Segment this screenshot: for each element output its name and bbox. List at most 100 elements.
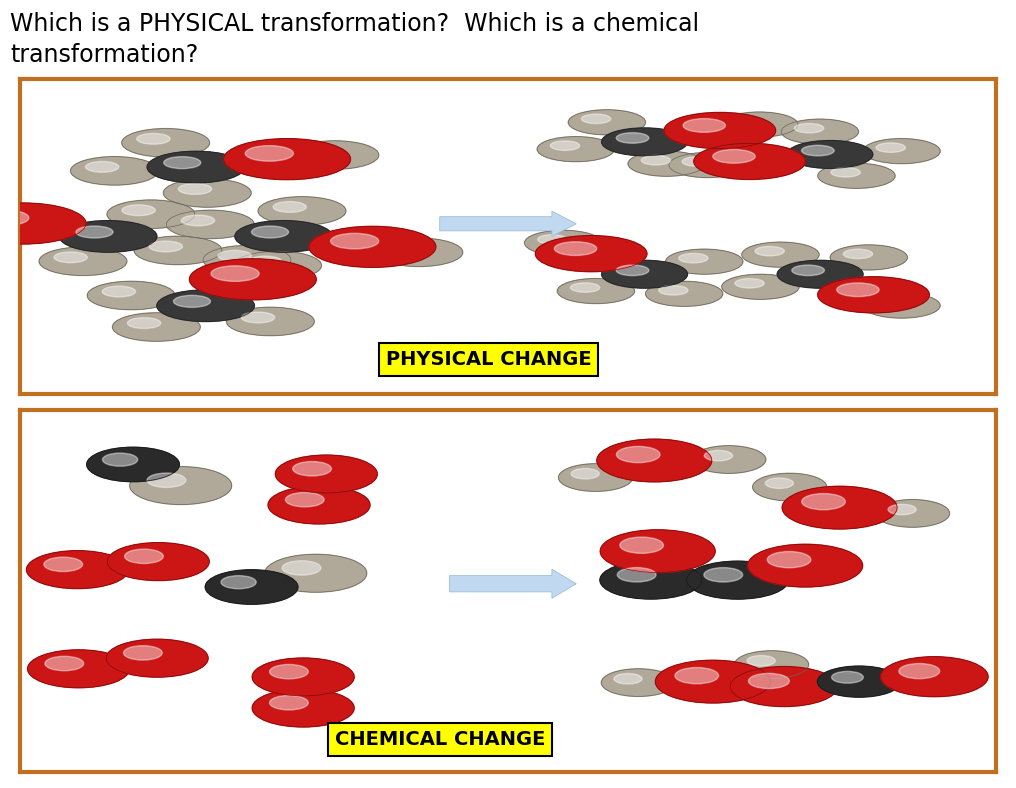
Circle shape bbox=[285, 492, 324, 507]
Circle shape bbox=[755, 247, 784, 256]
Circle shape bbox=[44, 557, 82, 571]
Circle shape bbox=[596, 439, 712, 481]
Text: PHYSICAL CHANGE: PHYSICAL CHANGE bbox=[386, 350, 591, 369]
Circle shape bbox=[537, 235, 567, 244]
Circle shape bbox=[628, 151, 705, 177]
Circle shape bbox=[103, 286, 135, 297]
Circle shape bbox=[831, 168, 861, 177]
Circle shape bbox=[273, 202, 307, 212]
Circle shape bbox=[818, 666, 901, 697]
Circle shape bbox=[876, 143, 905, 152]
Circle shape bbox=[252, 658, 355, 696]
Circle shape bbox=[557, 279, 635, 303]
Circle shape bbox=[843, 249, 873, 258]
Circle shape bbox=[205, 570, 298, 604]
Circle shape bbox=[682, 157, 711, 166]
Circle shape bbox=[524, 230, 601, 255]
Circle shape bbox=[252, 689, 355, 727]
Circle shape bbox=[54, 252, 87, 262]
Circle shape bbox=[617, 447, 660, 463]
Circle shape bbox=[537, 136, 615, 162]
Circle shape bbox=[664, 113, 775, 148]
Circle shape bbox=[837, 283, 879, 296]
Circle shape bbox=[581, 114, 611, 124]
Circle shape bbox=[242, 312, 274, 323]
Circle shape bbox=[749, 674, 789, 689]
Circle shape bbox=[655, 660, 770, 703]
Circle shape bbox=[108, 543, 209, 581]
Circle shape bbox=[535, 236, 647, 272]
Circle shape bbox=[665, 249, 743, 274]
Circle shape bbox=[134, 236, 221, 265]
Circle shape bbox=[149, 241, 183, 252]
Circle shape bbox=[777, 260, 863, 288]
Circle shape bbox=[747, 656, 775, 666]
Circle shape bbox=[802, 493, 845, 510]
Circle shape bbox=[390, 243, 424, 254]
Circle shape bbox=[876, 297, 905, 307]
Circle shape bbox=[174, 296, 210, 307]
Circle shape bbox=[249, 256, 282, 267]
Circle shape bbox=[234, 251, 321, 280]
Circle shape bbox=[704, 451, 733, 461]
Circle shape bbox=[181, 215, 214, 226]
Circle shape bbox=[245, 146, 294, 162]
Circle shape bbox=[293, 462, 331, 476]
Circle shape bbox=[863, 139, 940, 164]
Circle shape bbox=[107, 200, 195, 229]
Circle shape bbox=[735, 278, 764, 288]
Circle shape bbox=[275, 455, 377, 493]
Circle shape bbox=[265, 554, 367, 592]
Circle shape bbox=[818, 163, 895, 188]
Circle shape bbox=[164, 179, 251, 207]
Circle shape bbox=[156, 290, 254, 322]
Circle shape bbox=[888, 504, 916, 515]
Circle shape bbox=[0, 210, 28, 225]
Circle shape bbox=[76, 226, 113, 238]
Circle shape bbox=[645, 281, 722, 307]
Circle shape bbox=[555, 242, 596, 255]
Circle shape bbox=[614, 674, 642, 684]
Circle shape bbox=[601, 128, 688, 156]
Circle shape bbox=[0, 203, 86, 244]
Circle shape bbox=[679, 254, 708, 263]
Circle shape bbox=[753, 474, 827, 501]
Circle shape bbox=[330, 233, 379, 249]
Circle shape bbox=[713, 150, 755, 163]
Circle shape bbox=[830, 245, 907, 269]
Circle shape bbox=[765, 478, 793, 489]
Circle shape bbox=[122, 205, 155, 216]
Circle shape bbox=[0, 203, 21, 231]
Circle shape bbox=[721, 274, 799, 299]
Circle shape bbox=[568, 110, 645, 135]
Circle shape bbox=[863, 293, 940, 318]
Circle shape bbox=[601, 669, 676, 697]
Circle shape bbox=[86, 448, 180, 481]
Circle shape bbox=[147, 151, 245, 183]
Circle shape bbox=[268, 486, 370, 524]
Circle shape bbox=[167, 210, 254, 239]
Circle shape bbox=[306, 146, 339, 157]
Circle shape bbox=[130, 466, 232, 504]
Circle shape bbox=[309, 226, 436, 267]
Circle shape bbox=[59, 221, 156, 252]
Circle shape bbox=[124, 645, 163, 660]
Circle shape bbox=[551, 141, 580, 151]
Circle shape bbox=[26, 551, 128, 589]
Circle shape bbox=[617, 265, 649, 276]
Circle shape bbox=[375, 238, 462, 266]
Circle shape bbox=[599, 561, 702, 599]
Circle shape bbox=[734, 117, 763, 126]
Circle shape bbox=[70, 157, 158, 185]
Circle shape bbox=[675, 667, 718, 684]
FancyArrow shape bbox=[440, 211, 576, 236]
Circle shape bbox=[45, 656, 83, 671]
Circle shape bbox=[782, 486, 897, 529]
Circle shape bbox=[683, 118, 725, 132]
Text: CHEMICAL CHANGE: CHEMICAL CHANGE bbox=[334, 730, 545, 749]
FancyArrow shape bbox=[449, 569, 576, 598]
Text: Which is a PHYSICAL transformation?  Which is a chemical: Which is a PHYSICAL transformation? Whic… bbox=[10, 12, 699, 35]
Circle shape bbox=[818, 277, 930, 313]
Circle shape bbox=[147, 473, 186, 488]
Circle shape bbox=[571, 468, 599, 479]
